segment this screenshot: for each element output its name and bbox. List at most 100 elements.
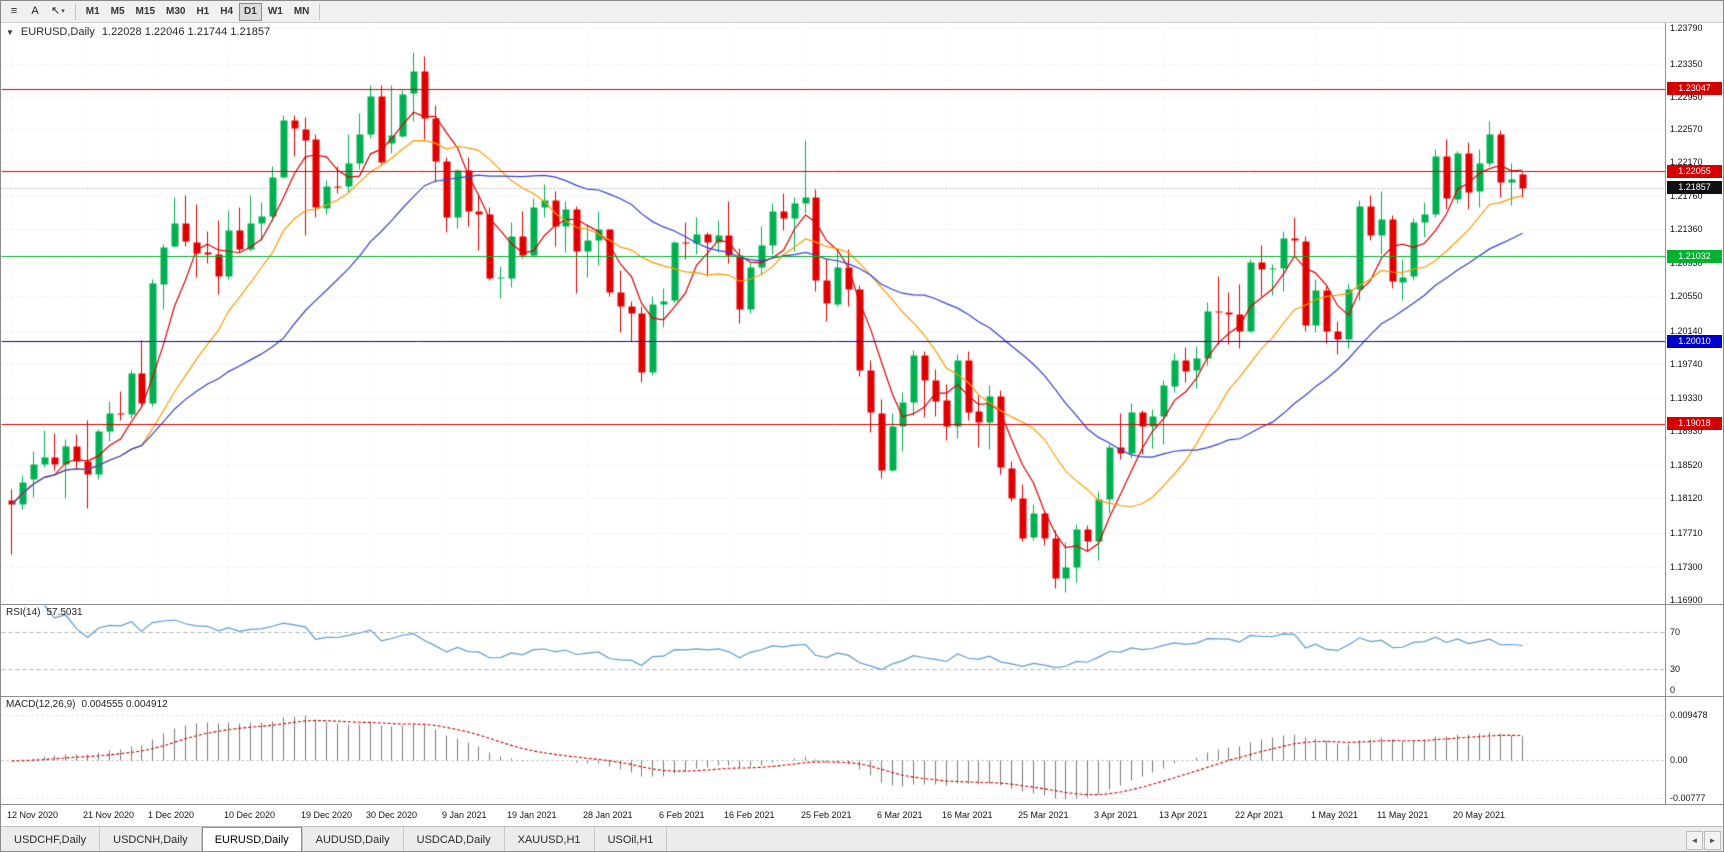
timeframe-button-h1[interactable]: H1 <box>196 5 210 17</box>
timeframe-button-h4[interactable]: H4 <box>220 5 234 17</box>
symbol-label: EURUSD,Daily <box>20 26 95 38</box>
chart-tab-usdcad[interactable]: USDCAD,Daily <box>404 827 505 851</box>
ohlc-values: 1.22028 1.22046 1.21744 1.21857 <box>101 26 271 38</box>
collapse-triangle-icon[interactable]: ▼ <box>6 27 14 37</box>
date-label: 25 Mar 2021 <box>1018 810 1069 820</box>
date-label: 13 Apr 2021 <box>1159 810 1208 820</box>
timeframe-button-mn[interactable]: MN <box>293 5 310 17</box>
time-axis[interactable]: 12 Nov 2020 21 Nov 2020 1 Dec 2020 10 Dec 2… <box>1 804 1723 826</box>
toolbar-separator <box>74 3 76 20</box>
price-axis-label: 1.18930 <box>1670 426 1703 437</box>
date-label: 16 Mar 2021 <box>942 810 993 820</box>
rsi-label: RSI(14) <box>6 607 41 618</box>
level-price-tag: 1.22055 <box>1667 164 1722 178</box>
cursor-tool-button[interactable]: ↖ ▾ <box>46 3 70 21</box>
price-axis-label: 1.18520 <box>1670 460 1703 471</box>
macd-axis-label: 0.009478 <box>1670 709 1708 720</box>
level-price-tag: 1.20010 <box>1667 334 1722 348</box>
price-axis-label: 1.22170 <box>1670 156 1703 167</box>
date-label: 20 May 2021 <box>1453 810 1506 820</box>
macd-panel: 0.009478 0.00 -0.00777 MACD(12,26,9) 0.004… <box>1 697 1723 804</box>
chart-tab-usdcnh[interactable]: USDCNH,Daily <box>100 827 202 851</box>
date-label: 9 Jan 2021 <box>442 810 487 820</box>
timeframe-button-w1[interactable]: W1 <box>267 5 283 17</box>
date-label: 11 May 2021 <box>1377 810 1429 820</box>
date-label: 28 Jan 2021 <box>583 810 633 820</box>
price-axis-label: 1.21760 <box>1670 190 1703 201</box>
tab-scroll-area: ◄ ► <box>1686 827 1723 851</box>
date-label: 19 Dec 2020 <box>301 810 353 820</box>
date-label: 25 Feb 2021 <box>801 810 852 820</box>
level-price-tag: 1.19018 <box>1667 417 1722 431</box>
date-label: 19 Jan 2021 <box>507 810 557 820</box>
macd-label: MACD(12,26,9) <box>6 699 76 710</box>
date-label: 16 Feb 2021 <box>724 810 775 820</box>
annotate-letter-button[interactable]: A <box>25 3 45 21</box>
price-axis-label: 1.17710 <box>1670 527 1703 538</box>
chart-tab-usoil[interactable]: USOil,H1 <box>595 827 668 851</box>
tab-scroll-left-button[interactable]: ◄ <box>1686 830 1703 850</box>
price-chart-canvas[interactable] <box>1 23 1665 604</box>
rsi-axis-label: 30 <box>1670 663 1681 674</box>
toolbar-separator <box>319 3 321 20</box>
chart-list-icon: ≡ <box>10 5 18 17</box>
toolbar: ≡ A ↖ ▾ M1 M5 M15 M30 H1 H4 D1 W1 MN <box>1 1 1723 23</box>
tab-scroll-right-button[interactable]: ► <box>1704 830 1721 850</box>
date-label: 30 Dec 2020 <box>366 810 418 820</box>
rsi-value: 57.5031 <box>46 607 83 618</box>
price-axis-label: 1.20140 <box>1670 325 1703 336</box>
price-axis-label: 1.21360 <box>1670 224 1703 235</box>
date-label: 1 May 2021 <box>1311 810 1359 820</box>
price-axis-label: 1.19740 <box>1670 358 1703 369</box>
cursor-tool-icon: ↖ <box>51 5 61 17</box>
main-chart-panel: 1.23790 1.23350 1.22950 1.22570 1.22170 1.217… <box>1 23 1723 604</box>
timeframe-button-m15[interactable]: M15 <box>135 5 155 17</box>
rsi-axis-label: 70 <box>1670 627 1681 638</box>
panel-splitter[interactable] <box>1 604 1723 605</box>
chart-list-button[interactable]: ≡ <box>4 3 24 21</box>
timeframe-button-d1[interactable]: D1 <box>239 2 262 21</box>
rsi-panel: 70 30 0 RSI(14) 57.5031 <box>1 605 1723 696</box>
macd-axis-label: -0.00777 <box>1670 793 1706 803</box>
chart-tab-eurusd[interactable]: EURUSD,Daily <box>201 827 303 851</box>
date-label: 21 Nov 2020 <box>83 810 135 820</box>
price-axis-label: 1.20550 <box>1670 291 1703 302</box>
macd-values: 0.004555 0.004912 <box>81 699 168 710</box>
date-label: 3 Apr 2021 <box>1094 810 1138 820</box>
price-axis-label: 1.19330 <box>1670 392 1703 403</box>
price-axis-label: 1.18120 <box>1670 493 1703 504</box>
level-price-tag: 1.21032 <box>1667 249 1722 263</box>
price-axis-label: 1.22570 <box>1670 123 1703 134</box>
price-axis[interactable]: 1.23790 1.23350 1.22950 1.22570 1.22170 1.217… <box>1665 23 1723 604</box>
price-axis-label: 1.22950 <box>1670 91 1703 102</box>
rsi-title: RSI(14) 57.5031 <box>6 607 83 618</box>
price-axis-label: 1.23790 <box>1670 23 1703 33</box>
rsi-axis[interactable]: 70 30 0 <box>1665 605 1723 696</box>
macd-title: MACD(12,26,9) 0.004555 0.004912 <box>6 699 168 710</box>
timeframe-button-m30[interactable]: M30 <box>166 5 186 17</box>
macd-canvas[interactable] <box>1 697 1665 804</box>
price-axis-label: 1.16900 <box>1670 594 1703 604</box>
date-label: 22 Apr 2021 <box>1235 810 1284 820</box>
rsi-canvas[interactable] <box>1 605 1665 696</box>
macd-axis-label: 0.00 <box>1670 755 1688 766</box>
level-price-tag: 1.23047 <box>1667 82 1722 96</box>
chart-tab-audusd[interactable]: AUDUSD,Daily <box>303 827 404 851</box>
date-label: 1 Dec 2020 <box>148 810 195 820</box>
chart-tab-bar: USDCHF,Daily USDCNH,Daily EURUSD,Daily AUDU… <box>1 826 1723 851</box>
timeframe-button-m1[interactable]: M1 <box>85 5 100 17</box>
chart-tab-usdchf[interactable]: USDCHF,Daily <box>1 827 101 851</box>
annotate-letter-icon: A <box>31 5 39 17</box>
price-axis-label: 1.23350 <box>1670 58 1703 69</box>
chart-tab-xauusd[interactable]: XAUUSD,H1 <box>505 827 595 851</box>
rsi-axis-label: 0 <box>1670 685 1676 695</box>
panel-splitter[interactable] <box>1 696 1723 697</box>
dropdown-caret-icon: ▾ <box>61 8 65 15</box>
macd-axis[interactable]: 0.009478 0.00 -0.00777 <box>1665 697 1723 804</box>
timeframe-button-m5[interactable]: M5 <box>110 5 125 17</box>
date-label: 10 Dec 2020 <box>224 810 276 820</box>
price-axis-label: 1.17300 <box>1670 561 1703 572</box>
date-label: 6 Feb 2021 <box>659 810 705 820</box>
date-label: 6 Mar 2021 <box>877 810 923 820</box>
